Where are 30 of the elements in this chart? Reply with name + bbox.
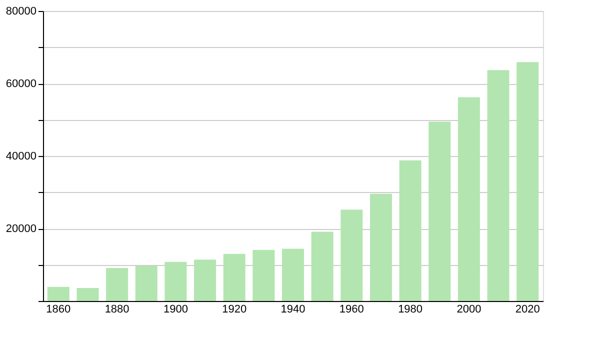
bar (164, 262, 187, 301)
bar (106, 268, 128, 301)
y-tick-label: 20000 (6, 223, 36, 235)
bar (311, 232, 334, 301)
bar (428, 122, 451, 301)
y-tick-label: 80000 (6, 6, 36, 18)
bar (194, 260, 216, 301)
bar (516, 62, 539, 301)
bar (458, 97, 480, 301)
bar (282, 248, 304, 301)
bar (47, 286, 70, 301)
bar (340, 210, 363, 301)
x-tick-label: 1900 (163, 304, 188, 316)
x-tick-label: 2000 (456, 304, 482, 316)
bar (223, 254, 246, 301)
x-tick-label: 1860 (46, 304, 71, 316)
x-tick-label: 1940 (280, 304, 306, 316)
x-tick-label: 1960 (339, 304, 364, 316)
x-tick-label: 1920 (222, 304, 247, 316)
x-tick-label: 2020 (515, 304, 540, 316)
y-tick-label: 60000 (6, 78, 36, 90)
x-tick-label: 1880 (104, 304, 130, 316)
bar (252, 250, 275, 301)
bar (135, 266, 158, 301)
bar (487, 70, 510, 301)
bar (76, 288, 99, 301)
y-tick-label: 40000 (6, 150, 36, 162)
bar (370, 194, 392, 301)
bar (399, 160, 422, 301)
x-tick-label: 1980 (398, 304, 423, 316)
